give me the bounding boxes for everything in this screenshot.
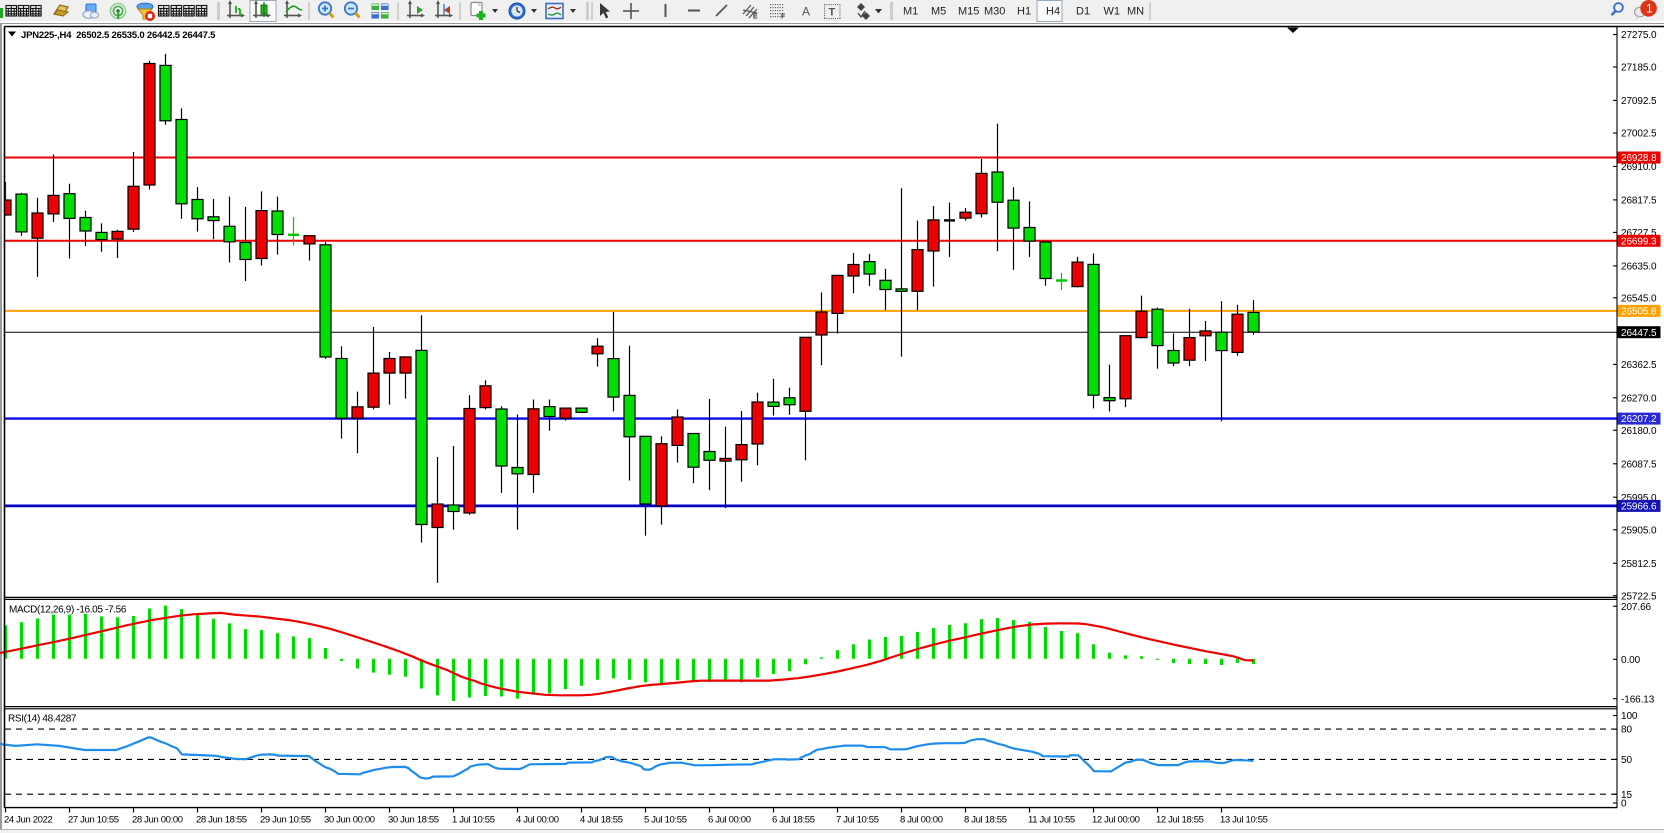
svg-text:15: 15: [1621, 790, 1632, 801]
svg-text:25722.5: 25722.5: [1621, 591, 1657, 602]
svg-text:26727.5: 26727.5: [1621, 228, 1657, 239]
svg-text:-166.13: -166.13: [1621, 694, 1655, 705]
svg-text:11 Jul 10:55: 11 Jul 10:55: [1028, 815, 1075, 826]
svg-text:27 Jun 10:55: 27 Jun 10:55: [68, 815, 119, 826]
svg-text:MACD(12,26,9) -16.05 -7.56: MACD(12,26,9) -16.05 -7.56: [9, 605, 127, 616]
svg-text:26635.0: 26635.0: [1621, 262, 1657, 273]
svg-text:100: 100: [1621, 711, 1638, 722]
svg-text:26087.5: 26087.5: [1621, 459, 1657, 470]
svg-text:27002.5: 27002.5: [1621, 129, 1657, 140]
svg-text:MN: MN: [1127, 6, 1144, 18]
svg-text:T: T: [829, 7, 836, 19]
svg-text:1: 1: [1646, 2, 1653, 16]
svg-text:26180.0: 26180.0: [1621, 426, 1657, 437]
svg-text:26270.0: 26270.0: [1621, 393, 1657, 404]
svg-text:26545.0: 26545.0: [1621, 293, 1657, 304]
svg-text:29 Jun 10:55: 29 Jun 10:55: [260, 815, 311, 826]
svg-text:28 Jun 00:00: 28 Jun 00:00: [132, 815, 183, 826]
svg-text:25966.6: 25966.6: [1621, 502, 1657, 513]
svg-text:26362.5: 26362.5: [1621, 360, 1657, 371]
svg-text:W1: W1: [1104, 6, 1121, 18]
svg-text:8 Jul 00:00: 8 Jul 00:00: [900, 815, 943, 826]
svg-text:5 Jul 10:55: 5 Jul 10:55: [644, 815, 687, 826]
svg-text:12 Jul 00:00: 12 Jul 00:00: [1092, 815, 1140, 826]
svg-text:28 Jun 18:55: 28 Jun 18:55: [196, 815, 247, 826]
svg-text:7 Jul 10:55: 7 Jul 10:55: [836, 815, 879, 826]
svg-text:25812.5: 25812.5: [1621, 559, 1657, 570]
svg-text:M1: M1: [903, 6, 918, 18]
svg-text:25905.0: 25905.0: [1621, 525, 1657, 536]
svg-text:F: F: [781, 14, 786, 21]
svg-text:27275.0: 27275.0: [1621, 30, 1657, 41]
svg-text:D1: D1: [1076, 6, 1090, 18]
svg-text:1 Jul 10:55: 1 Jul 10:55: [452, 815, 495, 826]
svg-text:0: 0: [1621, 799, 1627, 810]
svg-text:13 Jul 10:55: 13 Jul 10:55: [1220, 815, 1268, 826]
svg-text:6 Jul 00:00: 6 Jul 00:00: [708, 815, 751, 826]
svg-text:H4: H4: [1046, 6, 1060, 18]
svg-text:30 Jun 18:55: 30 Jun 18:55: [388, 815, 439, 826]
svg-text:26447.5: 26447.5: [1621, 328, 1657, 339]
svg-text:25995.0: 25995.0: [1621, 493, 1657, 504]
svg-text:26910.0: 26910.0: [1621, 162, 1657, 173]
svg-text:M5: M5: [931, 6, 946, 18]
svg-text:26928.8: 26928.8: [1621, 153, 1657, 164]
svg-text:26699.3: 26699.3: [1621, 236, 1657, 247]
svg-text:80: 80: [1621, 725, 1632, 736]
svg-text:24 Jun 2022: 24 Jun 2022: [4, 815, 53, 826]
svg-text:27092.5: 27092.5: [1621, 96, 1657, 107]
svg-text:0.00: 0.00: [1621, 655, 1641, 666]
svg-text:8 Jul 18:55: 8 Jul 18:55: [964, 815, 1007, 826]
svg-text:H1: H1: [1017, 6, 1031, 18]
svg-text:JPN225-,H4 26502.5 26535.0 26: JPN225-,H4 26502.5 26535.0 26442.5 26447…: [21, 30, 216, 41]
svg-text:50: 50: [1621, 755, 1632, 766]
svg-text:M30: M30: [984, 6, 1005, 18]
svg-text:RSI(14) 48.4287: RSI(14) 48.4287: [8, 714, 77, 725]
svg-text:12 Jul 18:55: 12 Jul 18:55: [1156, 815, 1204, 826]
svg-text:26505.8: 26505.8: [1621, 307, 1657, 318]
svg-text:4 Jul 00:00: 4 Jul 00:00: [516, 815, 559, 826]
svg-text:M15: M15: [958, 6, 979, 18]
svg-text:26817.5: 26817.5: [1621, 196, 1657, 207]
svg-text:E: E: [753, 14, 758, 21]
svg-text:30 Jun 00:00: 30 Jun 00:00: [324, 815, 375, 826]
svg-text:6 Jul 18:55: 6 Jul 18:55: [772, 815, 815, 826]
svg-text:207.66: 207.66: [1621, 602, 1652, 613]
svg-text:4 Jul 18:55: 4 Jul 18:55: [580, 815, 623, 826]
svg-text:A: A: [802, 5, 810, 19]
svg-text:27185.0: 27185.0: [1621, 63, 1657, 74]
svg-text:26207.2: 26207.2: [1621, 414, 1657, 425]
